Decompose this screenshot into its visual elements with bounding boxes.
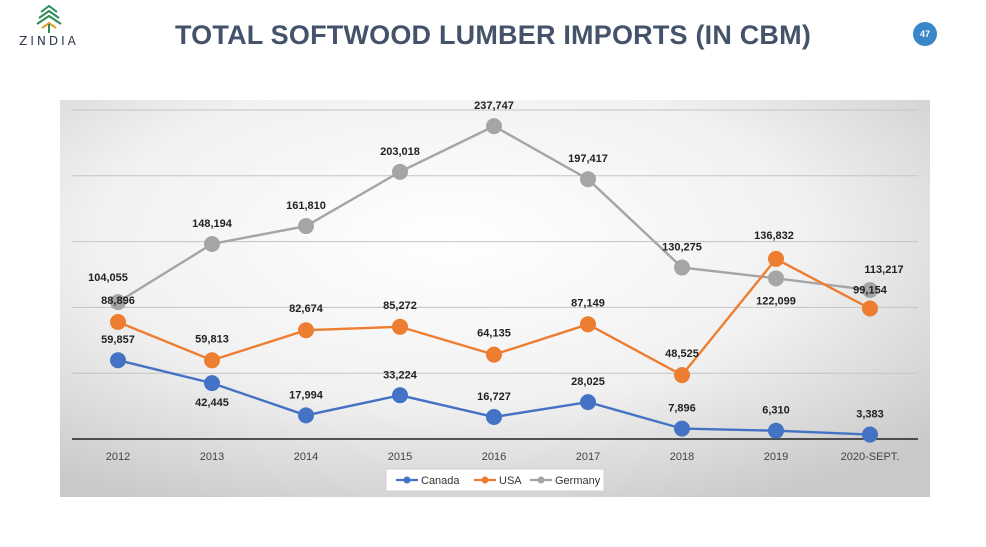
x-tick-label: 2020-SEPT. (841, 451, 900, 463)
data-point-germany (110, 294, 126, 311)
data-point-usa (580, 316, 596, 333)
data-point-canada (768, 422, 784, 439)
x-tick-label: 2012 (106, 451, 130, 463)
chart-panel: 2012 2013 2014 2015 2016 2017 2018 2019 2020-SEP… (60, 100, 930, 497)
data-label-germany: 237,747 (474, 100, 514, 112)
data-label-germany: 148,194 (192, 218, 233, 230)
data-label-usa: 87,149 (571, 297, 605, 309)
data-point-usa (862, 300, 878, 317)
data-label-canada: 3,383 (856, 409, 884, 421)
data-point-usa (204, 352, 220, 369)
data-label-usa: 48,525 (665, 348, 699, 360)
legend-label-canada: Canada (421, 475, 460, 487)
data-label-germany: 113,217 (864, 264, 903, 276)
data-point-usa (110, 314, 126, 331)
x-tick-label: 2016 (482, 451, 506, 463)
x-tick-label: 2015 (388, 451, 412, 463)
data-label-canada: 17,994 (289, 389, 324, 401)
data-point-germany (392, 163, 408, 180)
data-point-canada (392, 387, 408, 404)
data-point-germany (204, 235, 220, 252)
data-label-usa: 99,154 (853, 285, 888, 297)
x-tick-label: 2019 (764, 451, 788, 463)
data-label-germany: 203,018 (380, 146, 420, 158)
data-point-canada (204, 375, 220, 392)
data-label-canada: 59,857 (101, 334, 135, 346)
data-label-germany: 161,810 (286, 200, 326, 212)
chart-background (60, 100, 930, 497)
data-point-canada (110, 352, 126, 369)
zindia-logo: ZINDIA (14, 4, 84, 52)
data-label-germany: 104,055 (88, 272, 128, 284)
data-label-usa: 82,674 (289, 303, 324, 315)
data-point-canada (674, 420, 690, 437)
data-label-usa: 64,135 (477, 328, 511, 340)
data-label-usa: 59,813 (195, 333, 229, 345)
legend-label-usa: USA (499, 475, 522, 487)
data-point-usa (298, 322, 314, 339)
legend-marker-usa (481, 476, 489, 484)
legend-marker-germany (537, 476, 545, 484)
slide-title: TOTAL SOFTWOOD LUMBER IMPORTS (IN CBM) (174, 20, 812, 50)
data-point-usa (768, 250, 784, 267)
data-point-germany (768, 270, 784, 287)
brand-name: ZINDIA (19, 34, 79, 48)
data-label-germany: 122,099 (756, 295, 796, 307)
data-label-usa: 85,272 (383, 300, 417, 312)
x-tick-label: 2018 (670, 451, 694, 463)
x-tick-label: 2017 (576, 451, 600, 463)
line-chart: 2012 2013 2014 2015 2016 2017 2018 2019 2020-SEP… (60, 100, 930, 497)
data-point-usa (674, 367, 690, 384)
data-point-germany (862, 282, 878, 299)
data-label-germany: 130,275 (662, 242, 702, 254)
data-point-germany (298, 218, 314, 235)
data-point-usa (486, 346, 502, 363)
data-label-usa: 136,832 (754, 230, 794, 242)
data-point-canada (298, 407, 314, 424)
data-label-canada: 33,224 (383, 369, 418, 381)
page-number-badge: 47 (913, 22, 937, 46)
data-point-germany (486, 118, 502, 135)
data-point-canada (486, 408, 502, 425)
data-label-canada: 42,445 (195, 397, 229, 409)
data-label-canada: 7,896 (668, 403, 696, 415)
data-label-canada: 6,310 (762, 405, 790, 417)
legend-marker-canada (403, 476, 411, 484)
data-point-usa (392, 318, 408, 335)
data-point-canada (580, 394, 596, 411)
x-tick-label: 2014 (294, 451, 318, 463)
data-point-germany (580, 171, 596, 188)
data-label-canada: 28,025 (571, 376, 605, 388)
data-point-germany (674, 259, 690, 276)
data-label-canada: 16,727 (477, 391, 511, 403)
x-tick-label: 2013 (200, 451, 224, 463)
tree-logo-icon (36, 4, 62, 33)
data-label-usa: 88,896 (101, 295, 135, 307)
data-point-canada (862, 426, 878, 443)
data-label-germany: 197,417 (568, 153, 608, 165)
legend-label-germany: Germany (555, 475, 601, 487)
